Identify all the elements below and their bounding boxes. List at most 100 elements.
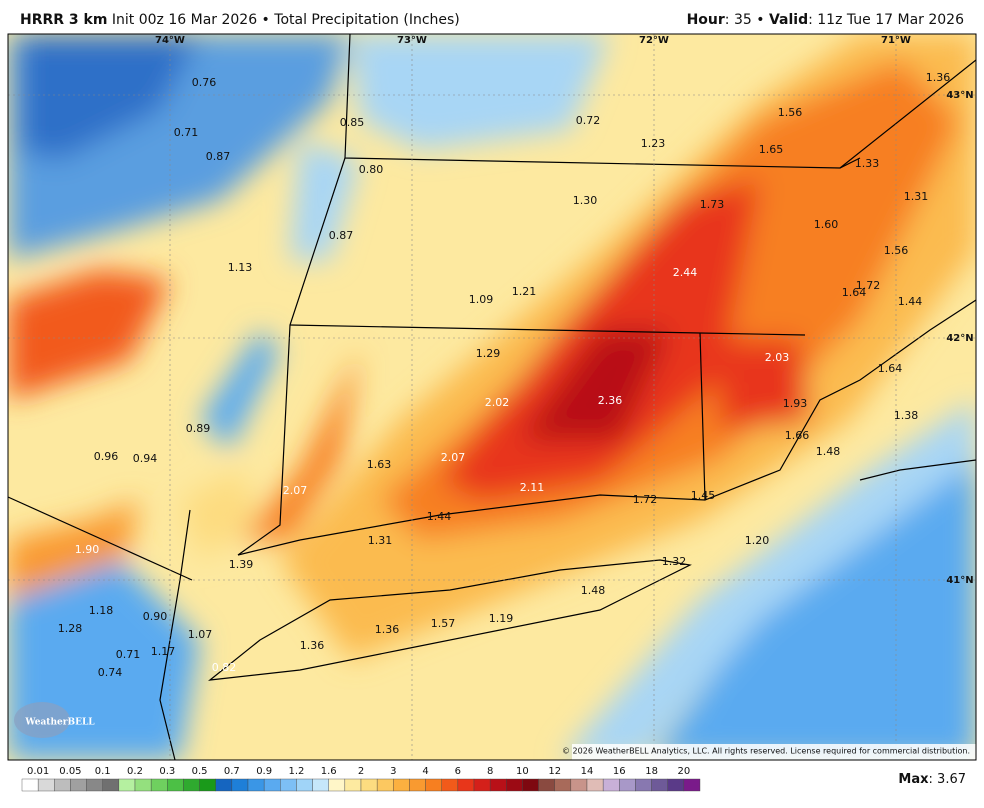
legend-swatch bbox=[150, 778, 168, 792]
legend-swatch bbox=[506, 778, 523, 792]
precip-label: 1.64 bbox=[878, 362, 903, 375]
legend-label: 3 bbox=[390, 766, 396, 777]
precip-label: 1.09 bbox=[469, 293, 494, 306]
precip-label: 1.90 bbox=[75, 543, 100, 556]
legend-swatch bbox=[619, 778, 636, 792]
precip-label: 1.36 bbox=[300, 639, 325, 652]
legend-label: 16 bbox=[613, 766, 626, 777]
hour-label: Hour bbox=[686, 12, 725, 28]
precip-label: 0.74 bbox=[98, 666, 123, 679]
legend-swatch bbox=[167, 778, 184, 792]
legend-label: 14 bbox=[581, 766, 594, 777]
legend-label: 0.7 bbox=[224, 766, 240, 777]
precip-label: 1.31 bbox=[904, 190, 929, 203]
legend-swatch bbox=[635, 778, 652, 792]
precip-label: 0.96 bbox=[94, 450, 119, 463]
legend-swatch bbox=[86, 778, 103, 792]
coordinate-label: 42°N bbox=[946, 333, 973, 344]
legend-swatch bbox=[667, 778, 685, 792]
legend: 0.01 0.05 0.1 0.2 0.3 0.5 0.7 0.9 1.2 1.6 2 3 4 6 8 10 1… bbox=[21, 766, 701, 792]
legend-swatch bbox=[280, 778, 297, 792]
legend-swatch bbox=[425, 778, 442, 792]
legend-swatch bbox=[683, 778, 701, 792]
precip-label: 1.30 bbox=[573, 194, 598, 207]
legend-swatch bbox=[489, 778, 507, 792]
precip-label: 0.82 bbox=[212, 661, 237, 674]
precip-label: 2.03 bbox=[765, 351, 790, 364]
precip-label: 1.17 bbox=[151, 645, 176, 658]
precip-label: 2.07 bbox=[441, 451, 466, 464]
precip-label: 1.18 bbox=[89, 604, 114, 617]
precip-label: 1.45 bbox=[691, 489, 716, 502]
precip-label: 0.71 bbox=[174, 126, 199, 139]
precip-label: 1.21 bbox=[512, 285, 537, 298]
precip-label: 2.07 bbox=[283, 484, 308, 497]
legend-swatch bbox=[183, 778, 200, 792]
legend-swatch bbox=[409, 778, 426, 792]
legend-swatch bbox=[457, 778, 475, 792]
precip-label: 1.07 bbox=[188, 628, 213, 641]
legend-swatch bbox=[312, 778, 329, 792]
precip-label: 1.48 bbox=[581, 584, 606, 597]
precip-label: 2.02 bbox=[485, 396, 510, 409]
coordinate-label: 43°N bbox=[946, 90, 973, 101]
legend-swatch bbox=[328, 778, 346, 792]
precip-label: 1.60 bbox=[814, 218, 839, 231]
header-right: Hour: 35 • Valid: 11z Tue 17 Mar 2026 bbox=[687, 12, 964, 28]
legend-swatch bbox=[651, 778, 668, 792]
legend-label: 0.9 bbox=[256, 766, 272, 777]
copyright: © 2026 WeatherBELL Analytics, LLC. All r… bbox=[562, 747, 970, 756]
precip-label: 0.71 bbox=[116, 648, 141, 661]
legend-swatch bbox=[54, 778, 71, 792]
legend-swatch bbox=[21, 778, 39, 792]
precip-label: 2.11 bbox=[520, 481, 545, 494]
legend-swatch bbox=[247, 778, 265, 792]
precip-label: 2.44 bbox=[673, 266, 698, 279]
precip-label: 0.72 bbox=[576, 114, 601, 127]
init: Init 00z 16 Mar 2026 • Total Precipitati… bbox=[111, 12, 460, 28]
coordinate-label: 74°W bbox=[155, 35, 185, 46]
legend-label: 20 bbox=[677, 766, 690, 777]
max: Max: 3.67 bbox=[898, 772, 966, 787]
model: HRRR 3 km bbox=[20, 12, 108, 28]
legend-label: 8 bbox=[487, 766, 493, 777]
precip-label: 1.23 bbox=[641, 137, 666, 150]
precip-label: 1.64 bbox=[842, 286, 867, 299]
precip-label: 1.32 bbox=[662, 555, 687, 568]
legend-swatch bbox=[70, 778, 87, 792]
precip-label: 1.33 bbox=[855, 157, 880, 170]
precip-label: 1.93 bbox=[783, 397, 808, 410]
legend-swatch bbox=[586, 778, 604, 792]
precip-label: 1.38 bbox=[894, 409, 919, 422]
precip-label: 1.44 bbox=[898, 295, 923, 308]
legend-swatch bbox=[570, 778, 588, 792]
legend-label: 0.1 bbox=[95, 766, 111, 777]
legend-swatch bbox=[360, 778, 378, 792]
legend-label: 1.2 bbox=[288, 766, 304, 777]
precip-label: 1.73 bbox=[700, 198, 725, 211]
legend-swatch bbox=[263, 778, 281, 792]
valid: : 11z Tue 17 Mar 2026 bbox=[808, 12, 964, 28]
precip-label: 1.44 bbox=[427, 510, 452, 523]
precip-label: 1.57 bbox=[431, 617, 456, 630]
legend-label: 10 bbox=[516, 766, 529, 777]
value-labels: 74°W 73°W 72°W 71°W 43°N 42°N 41°N 0.76 0.71 0.87… bbox=[58, 35, 974, 679]
precip-label: 0.89 bbox=[186, 422, 211, 435]
legend-swatch bbox=[37, 778, 55, 792]
header-left: HRRR 3 km Init 00z 16 Mar 2026 • Total P… bbox=[20, 12, 460, 28]
legend-label: 6 bbox=[455, 766, 461, 777]
logo: WeatherBELL bbox=[24, 718, 95, 728]
precip-label: 1.20 bbox=[745, 534, 770, 547]
legend-label: 1.6 bbox=[321, 766, 337, 777]
legend-swatch bbox=[231, 778, 249, 792]
precip-label: 1.31 bbox=[368, 534, 393, 547]
legend-swatch bbox=[393, 778, 410, 792]
legend-label: 18 bbox=[645, 766, 658, 777]
precip-label: 1.13 bbox=[228, 261, 253, 274]
legend-label: 0.5 bbox=[192, 766, 208, 777]
precip-label: 1.39 bbox=[229, 558, 254, 571]
precip-label: 1.36 bbox=[926, 71, 951, 84]
precip-label: 1.72 bbox=[856, 279, 881, 292]
